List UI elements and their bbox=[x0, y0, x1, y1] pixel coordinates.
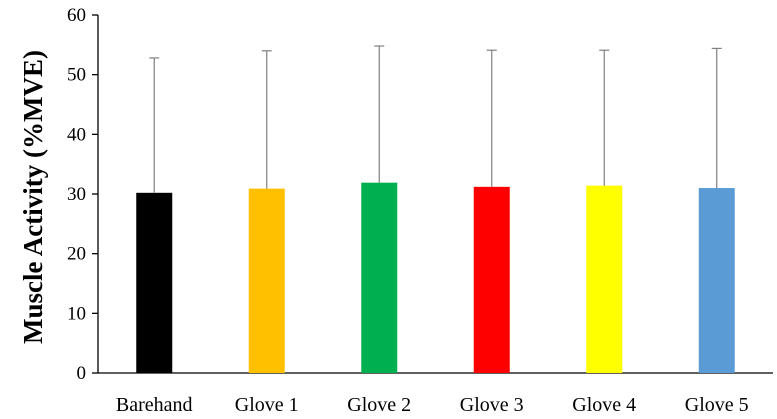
y-axis-title: Muscle Activity (%MVE) bbox=[18, 50, 48, 344]
y-tick-label: 0 bbox=[77, 363, 87, 384]
y-tick-label: 60 bbox=[67, 5, 86, 26]
bar-glove-4 bbox=[586, 185, 623, 373]
y-tick-label: 30 bbox=[67, 184, 86, 205]
x-category-label: Glove 3 bbox=[460, 394, 524, 416]
x-axis: Barehand Glove 1 Glove 2 Glove 3 Glove 4 Glov… bbox=[98, 372, 773, 416]
bar-barehand bbox=[136, 192, 173, 373]
x-category-label: Glove 5 bbox=[685, 394, 749, 416]
bar-glove-3 bbox=[473, 186, 510, 373]
y-tick-label: 20 bbox=[67, 244, 86, 265]
bar-glove-5 bbox=[698, 188, 735, 373]
x-category-label: Glove 1 bbox=[235, 394, 299, 416]
x-category-label: Glove 4 bbox=[572, 394, 636, 416]
y-tick-label: 50 bbox=[67, 65, 86, 86]
x-category-label: Glove 2 bbox=[347, 394, 411, 416]
y-tick-label: 40 bbox=[67, 124, 86, 145]
error-bars bbox=[149, 45, 722, 193]
x-category-label: Barehand bbox=[116, 394, 193, 416]
bar-glove-1 bbox=[248, 188, 285, 373]
y-axis: 0 10 20 30 40 50 60 bbox=[67, 5, 99, 384]
bars bbox=[136, 182, 735, 373]
y-tick-label: 10 bbox=[67, 303, 86, 324]
bar-glove-2 bbox=[361, 182, 398, 373]
